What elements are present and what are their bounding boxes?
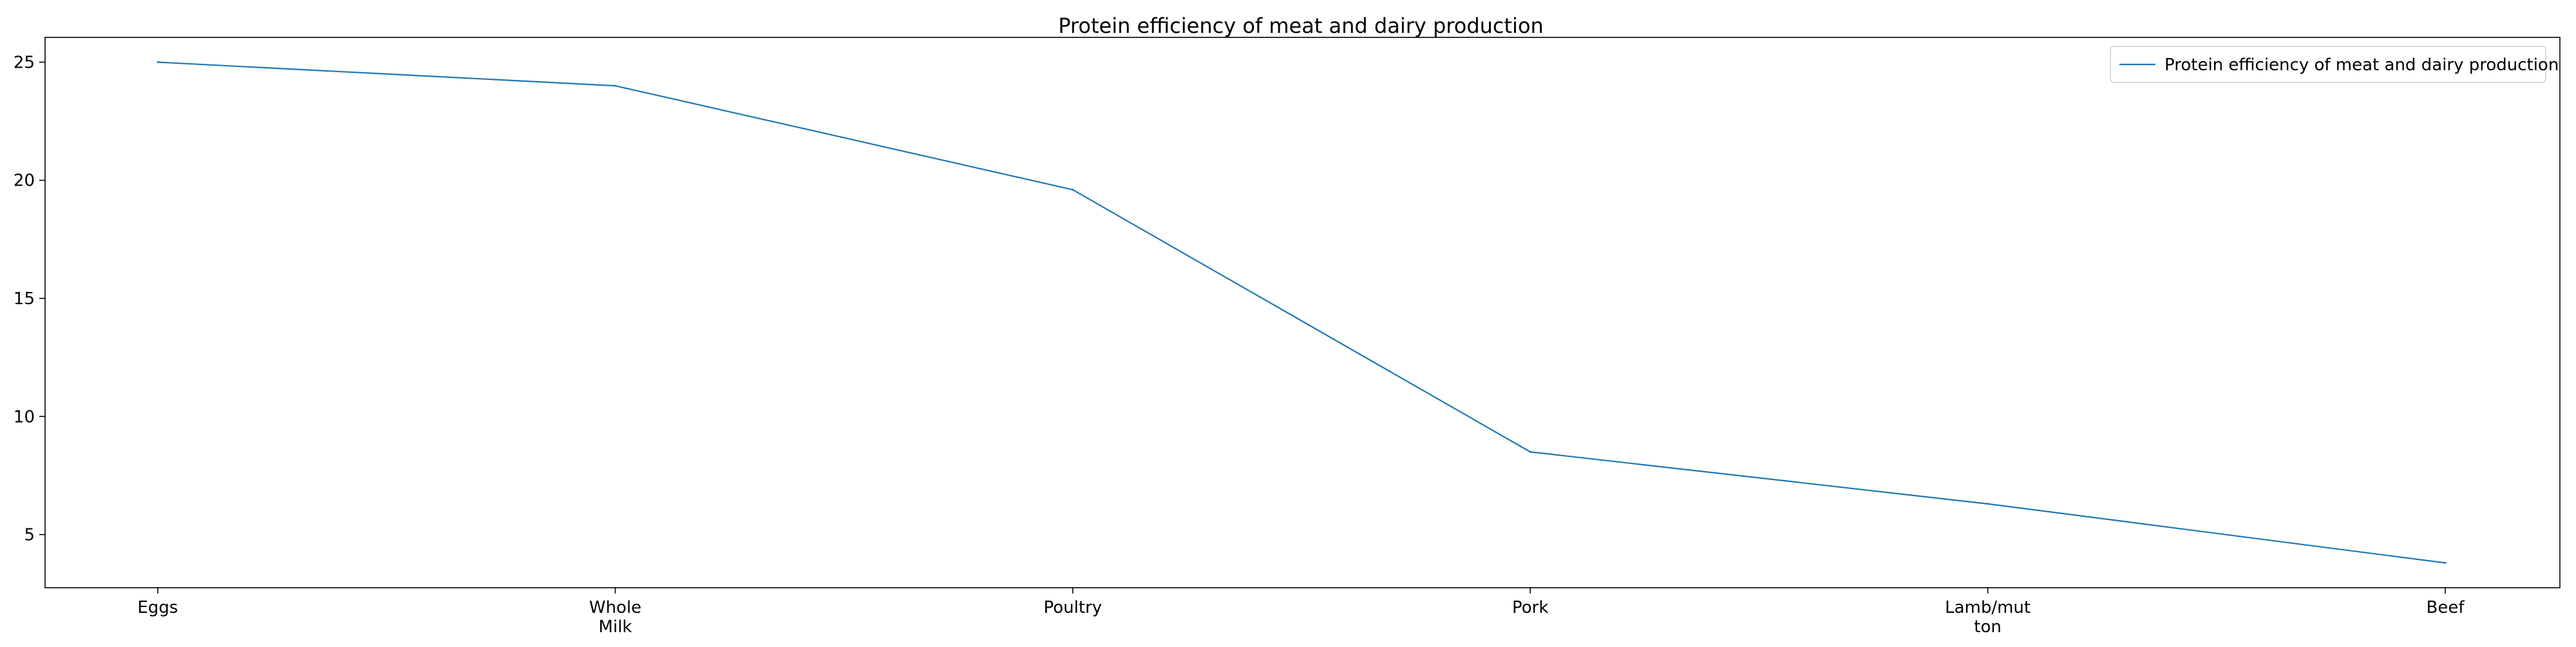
y-tick-label: 25 <box>14 53 35 72</box>
data-point <box>614 84 616 87</box>
x-tick-label: Eggs <box>138 598 178 617</box>
x-tick-label: Pork <box>1512 598 1548 617</box>
chart-title: Protein efficiency of meat and dairy pro… <box>1058 14 1544 38</box>
plot-frame <box>44 37 2561 588</box>
x-tick-label: Whole Milk <box>589 598 641 637</box>
x-tick-label-line: Beef <box>2427 598 2465 617</box>
x-tick-label-line: Milk <box>598 617 632 637</box>
plot-layer: 5 10 15 20 25 Eggs Whole Milk Poultry Pork Lamb/mu… <box>14 37 2561 637</box>
x-tick-label-line: ton <box>1974 617 2002 637</box>
x-tick-label: Poultry <box>1043 598 1102 617</box>
y-tick-label: 5 <box>24 526 35 545</box>
x-tick-label-line: Whole <box>589 598 641 617</box>
data-point <box>156 61 159 63</box>
data-point <box>1072 188 1074 191</box>
data-point <box>1529 450 1531 453</box>
legend-label: Protein efficiency of meat and dairy pro… <box>2164 55 2559 75</box>
x-tick-label: Lamb/mut ton <box>1945 598 2031 637</box>
legend-box <box>2110 46 2546 83</box>
x-tick-label-line: Poultry <box>1043 598 1102 617</box>
x-tick-label-line: Lamb/mut <box>1945 598 2031 617</box>
x-tick-label-line: Eggs <box>138 598 178 617</box>
data-point <box>2444 562 2447 565</box>
series-line <box>157 61 2446 564</box>
x-tick-label-line: Pork <box>1512 598 1548 617</box>
x-tick-label: Beef <box>2427 598 2465 617</box>
y-tick-label: 20 <box>14 171 35 191</box>
data-point <box>1987 503 1989 505</box>
y-tick-label: 10 <box>14 407 35 427</box>
y-tick-label: 15 <box>14 289 35 309</box>
